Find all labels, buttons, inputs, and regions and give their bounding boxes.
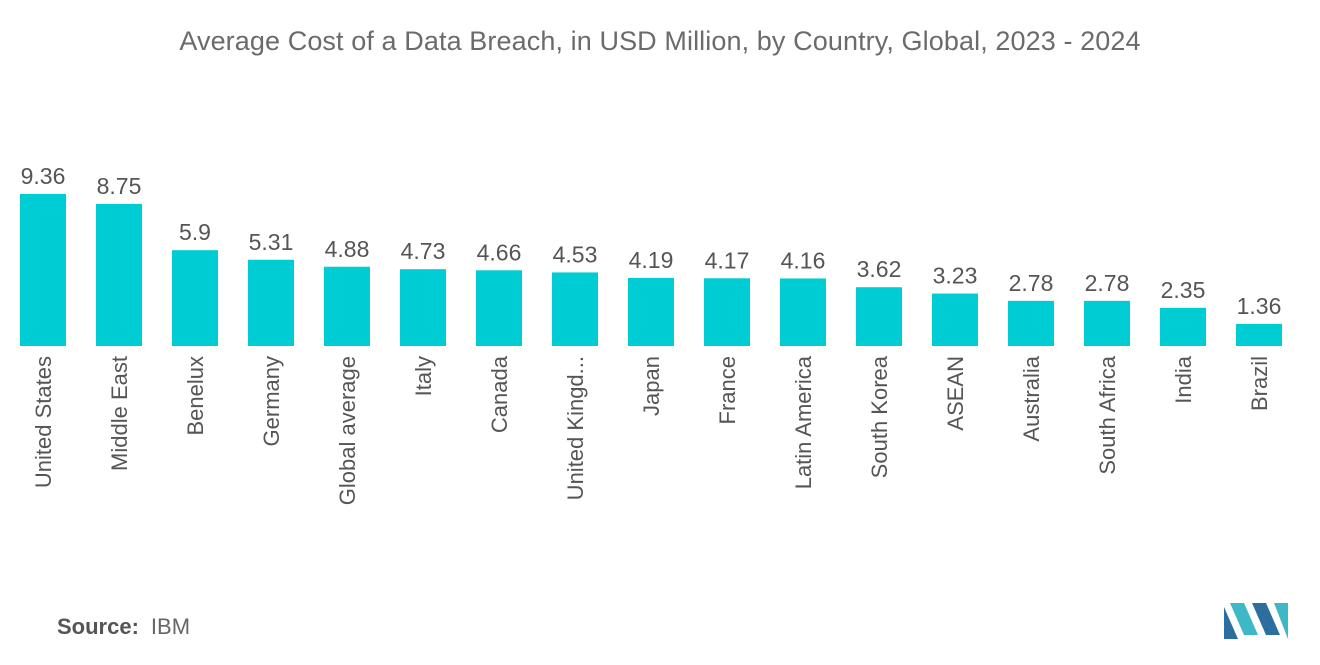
source-value: IBM [150,614,191,639]
value-label-2: 5.9 [179,219,211,245]
category-label-13: Australia [1019,355,1044,441]
category-label-12: ASEAN [943,356,968,431]
value-label-8: 4.19 [629,247,674,273]
value-label-16: 1.36 [1237,293,1282,319]
value-label-11: 3.62 [857,256,902,282]
category-label-11: South Korea [867,355,892,478]
value-label-5: 4.73 [401,238,446,264]
bar-11 [856,287,902,346]
bar-2 [172,250,218,346]
bar-0 [20,194,66,346]
category-label-4: Global average [335,356,360,505]
bar-5 [400,269,446,346]
value-label-7: 4.53 [553,241,598,267]
bar-6 [476,270,522,346]
category-label-2: Benelux [183,356,208,436]
bar-9 [704,278,750,346]
bar-chart: 9.36 United States 8.75 Middle East 5.9 Benel… [20,163,1282,505]
value-label-15: 2.35 [1161,277,1206,303]
bar-8 [628,277,674,346]
source-label: Source: [57,614,139,639]
category-label-9: France [715,356,740,424]
chart-title: Average Cost of a Data Breach, in USD Mi… [179,26,1141,56]
category-label-8: Japan [639,356,664,416]
bar-13 [1008,300,1054,346]
value-label-3: 5.31 [249,229,294,255]
bar-10 [780,278,826,346]
bar-16 [1236,323,1282,346]
bar-15 [1160,307,1206,346]
bar-3 [248,259,294,346]
category-label-1: Middle East [107,356,132,471]
category-label-10: Latin America [791,355,816,489]
category-label-16: Brazil [1247,356,1272,411]
category-label-3: Germany [259,356,284,446]
value-label-1: 8.75 [97,173,142,199]
bar-14 [1084,300,1130,346]
value-label-13: 2.78 [1009,270,1054,296]
value-label-4: 4.88 [325,236,370,262]
value-label-12: 3.23 [933,263,978,289]
value-label-14: 2.78 [1085,270,1130,296]
bar-1 [96,203,142,346]
source-note: Source: IBM [57,614,190,640]
value-label-9: 4.17 [705,247,750,273]
category-label-14: South Africa [1095,355,1120,474]
category-label-6: Canada [487,355,512,433]
bar-4 [324,266,370,346]
category-label-5: Italy [411,356,436,396]
category-label-7: United Kingd... [563,356,588,500]
category-label-15: India [1171,355,1196,403]
category-label-0: United States [31,356,56,488]
value-label-0: 9.36 [21,163,66,189]
bar-12 [932,293,978,346]
value-label-6: 4.66 [477,239,522,265]
bar-7 [552,272,598,346]
value-label-10: 4.16 [781,247,826,273]
mordor-intelligence-logo-icon [1224,603,1288,639]
